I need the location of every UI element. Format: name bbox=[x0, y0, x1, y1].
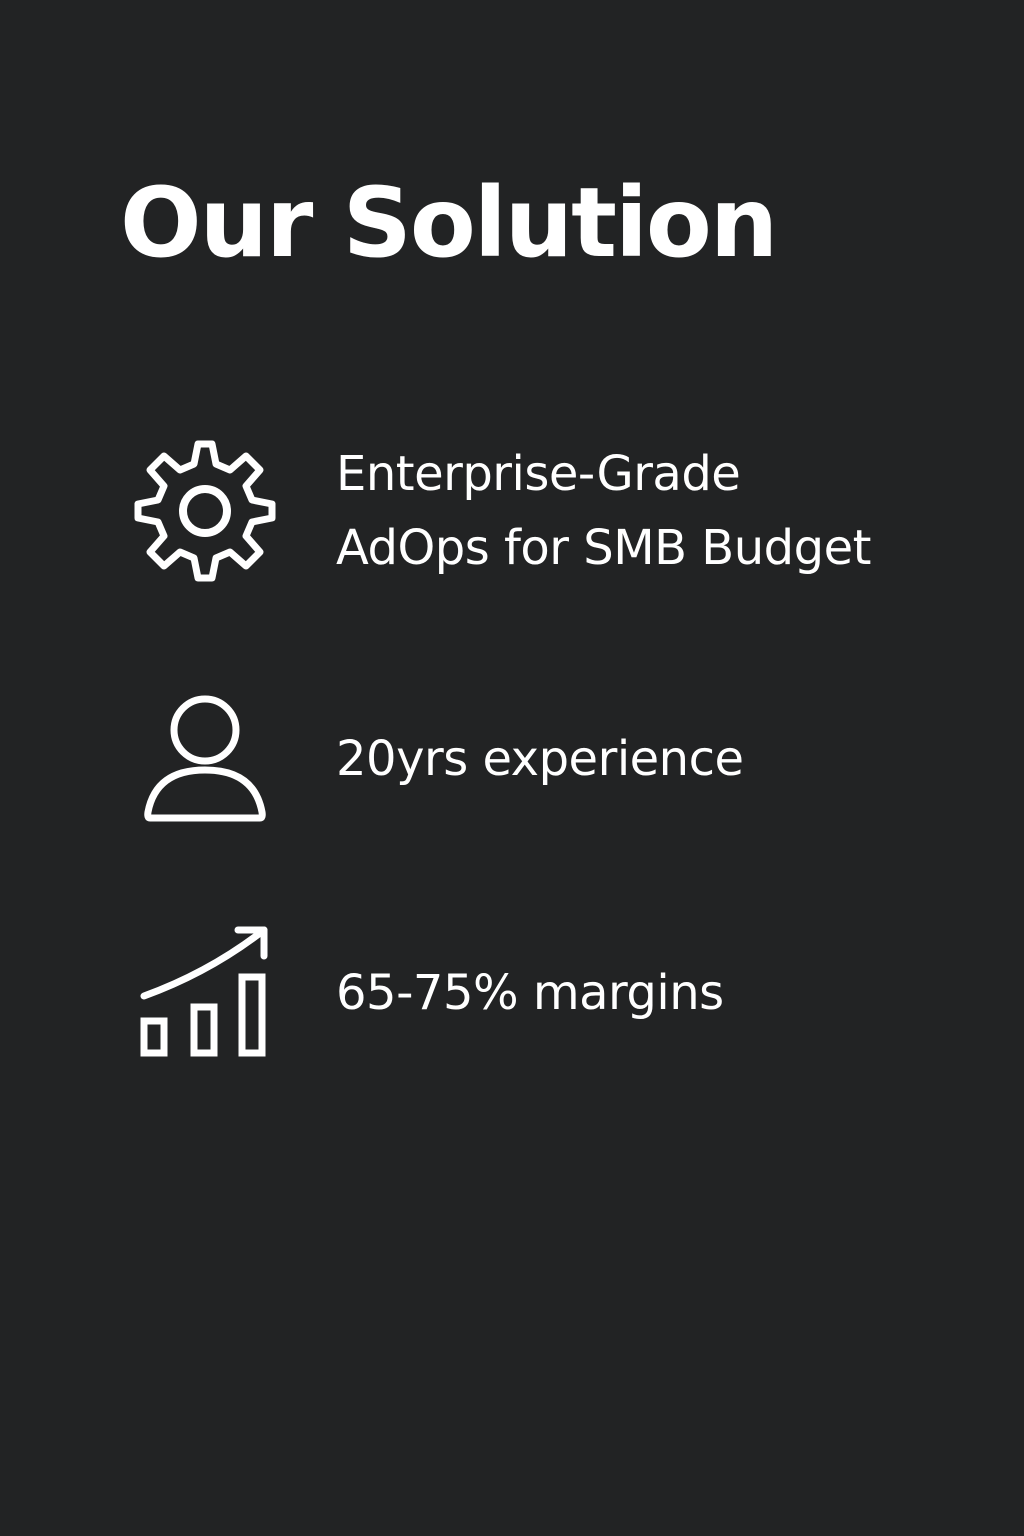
solution-item-label: 65-75% margins bbox=[336, 956, 724, 1030]
label-line: Enterprise-Grade bbox=[336, 446, 741, 502]
label-line: 20yrs experience bbox=[336, 731, 744, 787]
solution-item-experience: 20yrs experience bbox=[130, 684, 1010, 834]
person-icon bbox=[130, 684, 280, 834]
growth-chart-icon bbox=[130, 918, 280, 1068]
slide-title: Our Solution bbox=[120, 167, 778, 279]
solution-item-adops: Enterprise-Grade AdOps for SMB Budget bbox=[130, 436, 1010, 586]
solution-item-label: Enterprise-Grade AdOps for SMB Budget bbox=[336, 437, 871, 585]
label-line: 65-75% margins bbox=[336, 965, 724, 1021]
solution-item-margins: 65-75% margins bbox=[130, 918, 1010, 1068]
solution-item-label: 20yrs experience bbox=[336, 722, 744, 796]
label-line: AdOps for SMB Budget bbox=[336, 520, 871, 576]
gear-icon bbox=[130, 436, 280, 586]
